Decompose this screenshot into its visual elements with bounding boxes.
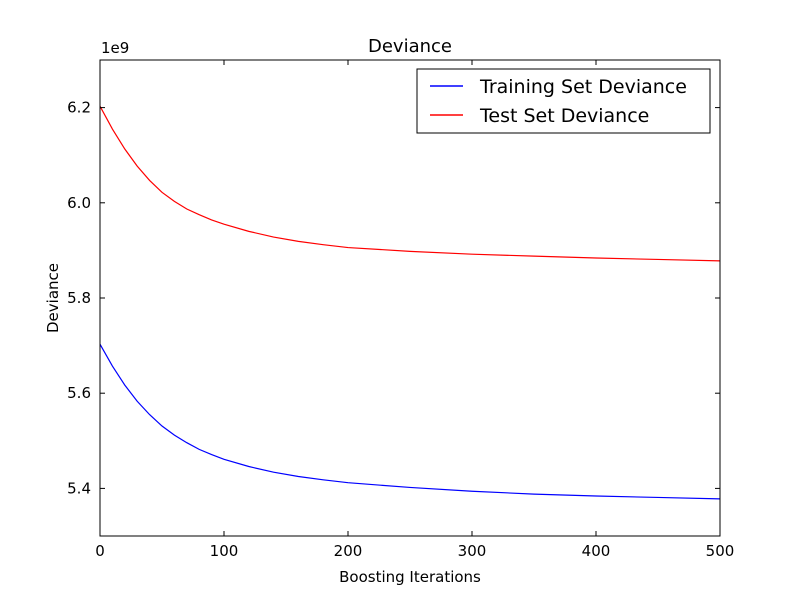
x-tick-label: 300: [458, 542, 487, 560]
x-tick-label: 0: [95, 542, 105, 560]
y-tick-label: 6.0: [67, 194, 91, 212]
y-axis-label: Deviance: [44, 263, 62, 333]
x-tick-label: 500: [706, 542, 735, 560]
x-tick-label: 400: [582, 542, 611, 560]
legend-label-training: Training Set Deviance: [479, 76, 687, 98]
legend-box: [416, 68, 711, 134]
plot-frame: [99, 59, 721, 537]
legend-label-test: Test Set Deviance: [479, 105, 649, 127]
x-axis-label: Boosting Iterations: [339, 568, 481, 586]
x-tick-label: 200: [334, 542, 363, 560]
series-line-test: [99, 105, 721, 262]
y-offset-label: 1e9: [101, 39, 129, 57]
chart-title: Deviance: [368, 36, 452, 57]
series-layer: [99, 105, 721, 500]
x-tick-label: 100: [210, 542, 239, 560]
series-line-training: [99, 343, 721, 500]
legend: Training Set Deviance Test Set Deviance: [416, 68, 711, 134]
y-tick-label: 5.8: [67, 289, 91, 307]
y-tick-label: 5.4: [67, 479, 91, 497]
y-tick-label: 5.6: [67, 384, 91, 402]
y-tick-label: 6.2: [67, 99, 91, 117]
